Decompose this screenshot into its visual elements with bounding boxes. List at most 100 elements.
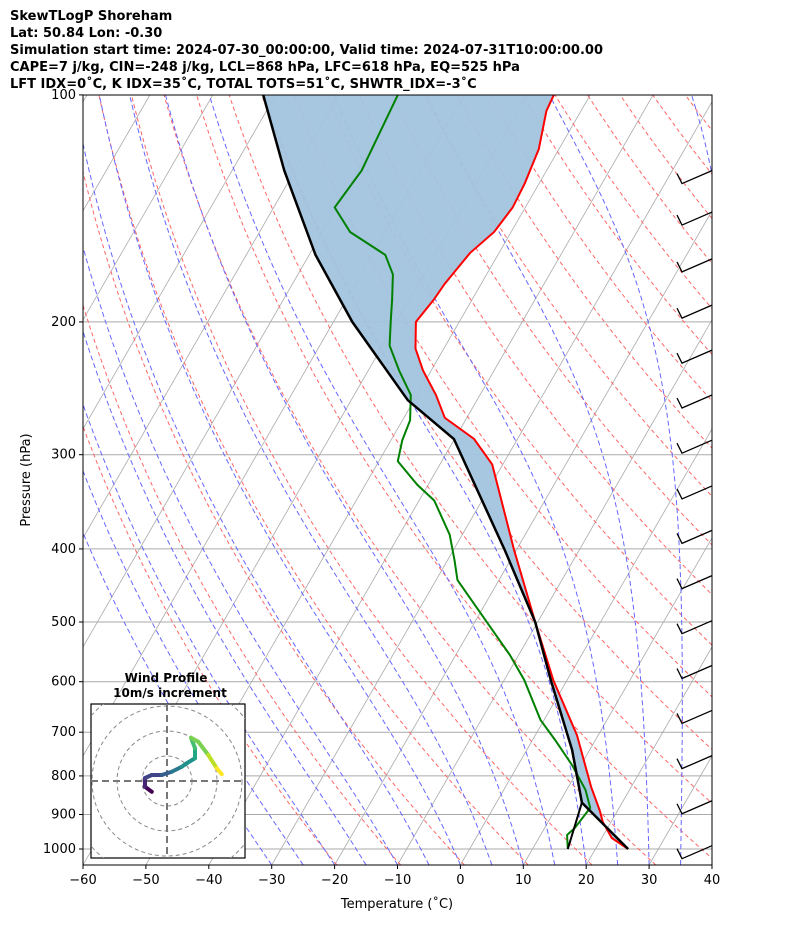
moist-adiabat-line bbox=[165, 95, 524, 865]
x-tick-label: 20 bbox=[578, 873, 595, 888]
wind-barb bbox=[676, 349, 713, 364]
wind-barb bbox=[676, 664, 713, 680]
y-tick-label: 800 bbox=[51, 769, 76, 784]
chart-header: SkewTLogP Shoreham Lat: 50.84 Lon: -0.30… bbox=[10, 8, 603, 93]
y-tick-label: 100 bbox=[51, 88, 76, 103]
cin-cape-shading bbox=[263, 95, 629, 849]
moist-adiabat-line bbox=[83, 469, 304, 865]
location-text: Lat: 50.84 Lon: -0.30 bbox=[10, 26, 163, 41]
isotherm-line bbox=[711, 864, 712, 865]
x-tick-label: −30 bbox=[258, 873, 285, 888]
y-tick-label: 600 bbox=[51, 675, 76, 690]
wind-barb bbox=[676, 529, 713, 545]
wind-barb-staff bbox=[676, 169, 713, 185]
y-tick-label: 200 bbox=[51, 315, 76, 330]
dry-adiabat-line bbox=[684, 95, 712, 132]
x-tick-label: −40 bbox=[195, 873, 222, 888]
isotherm-line bbox=[460, 428, 712, 865]
wind-barb-staff bbox=[676, 258, 713, 273]
y-tick-label: 1000 bbox=[43, 842, 76, 857]
dry-adiabat-line bbox=[521, 95, 712, 356]
hodograph-area bbox=[91, 704, 245, 858]
wind-barb-staff bbox=[676, 800, 713, 815]
moist-adiabat-line bbox=[83, 403, 336, 865]
y-axis-label: Pressure (hPa) bbox=[19, 433, 34, 526]
isotherm-line bbox=[397, 319, 712, 865]
wind-barb bbox=[676, 439, 713, 455]
moist-adiabat-line bbox=[83, 245, 398, 865]
wind-barb bbox=[676, 620, 713, 635]
dry-adiabat-line bbox=[131, 95, 593, 865]
x-tick-label: −10 bbox=[384, 873, 411, 888]
hodograph-title: Wind Profile bbox=[125, 671, 208, 685]
dry-adiabat-line bbox=[489, 95, 712, 402]
wind-barb bbox=[676, 169, 713, 185]
isotherm-line bbox=[585, 646, 712, 865]
dry-adiabat-line bbox=[228, 95, 712, 804]
wind-barb bbox=[676, 575, 713, 590]
y-tick-label: 900 bbox=[51, 807, 76, 822]
wind-barb-staff bbox=[676, 394, 713, 409]
wind-barb-staff bbox=[676, 439, 713, 455]
wind-barb bbox=[676, 258, 713, 273]
wind-barb-staff bbox=[676, 304, 713, 319]
dry-adiabat-line bbox=[196, 95, 712, 860]
isotherm-line bbox=[648, 755, 712, 865]
wind-barb bbox=[676, 800, 713, 815]
indices-text-2: LFT IDX=0˚C, K IDX=35˚C, TOTAL TOTS=51˚C… bbox=[10, 77, 477, 92]
moist-adiabat-line bbox=[98, 95, 461, 865]
wind-barb-staff bbox=[676, 709, 713, 725]
x-tick-label: −20 bbox=[321, 873, 348, 888]
dry-adiabat-line bbox=[83, 303, 402, 865]
wind-barb bbox=[676, 485, 713, 500]
dry-adiabat-line bbox=[326, 95, 712, 646]
isotherm-line bbox=[83, 95, 88, 103]
wind-barb bbox=[676, 709, 713, 725]
hodograph-segment bbox=[214, 766, 224, 777]
hodograph-segment bbox=[206, 753, 219, 771]
wind-barb-staff bbox=[676, 664, 713, 680]
moist-adiabat-line bbox=[83, 141, 430, 865]
parcel-dewpoint-line bbox=[566, 802, 583, 850]
moist-adiabat-line bbox=[691, 95, 712, 865]
hodograph-inset: Wind Profile 10m/s increment bbox=[90, 671, 246, 859]
y-tick-label: 300 bbox=[51, 448, 76, 463]
dry-adiabat-line bbox=[718, 95, 794, 865]
isotherm-line bbox=[522, 537, 712, 865]
dewpoint-line bbox=[333, 95, 592, 850]
isotherm-line bbox=[83, 95, 214, 321]
isotherm-line bbox=[83, 95, 277, 430]
wind-barb-staff bbox=[676, 845, 713, 860]
dry-adiabat-line bbox=[98, 95, 529, 865]
x-tick-label: −50 bbox=[132, 873, 159, 888]
moist-adiabat-line bbox=[548, 95, 683, 865]
wind-barb-staff bbox=[676, 575, 713, 590]
wind-barb bbox=[676, 755, 713, 770]
wind-barb-staff bbox=[676, 620, 713, 635]
wind-barb bbox=[676, 845, 713, 860]
x-axis-label: Temperature (˚C) bbox=[340, 896, 453, 912]
x-tick-label: −60 bbox=[69, 873, 96, 888]
time-text: Simulation start time: 2024-07-30_00:00:… bbox=[10, 43, 603, 58]
dry-adiabat-line bbox=[83, 169, 465, 865]
chart-title: SkewTLogP Shoreham bbox=[10, 9, 173, 24]
moist-adiabat-line bbox=[425, 95, 650, 865]
dry-adiabat-line bbox=[652, 95, 712, 176]
parcel-line bbox=[261, 95, 629, 850]
isotherm-line bbox=[334, 210, 712, 865]
temperature-line bbox=[414, 95, 629, 850]
x-tick-label: 0 bbox=[456, 873, 464, 888]
moist-adiabat-line bbox=[129, 95, 493, 865]
x-tick-label: 40 bbox=[704, 873, 721, 888]
dry-adiabat-line bbox=[261, 95, 712, 751]
isotherm-line bbox=[83, 95, 339, 539]
wind-barb-staff bbox=[676, 529, 713, 545]
wind-barb bbox=[676, 211, 713, 226]
y-tick-label: 400 bbox=[51, 542, 76, 557]
hodograph-segment bbox=[196, 739, 211, 757]
indices-text-1: CAPE=7 j/kg, CIN=-248 j/kg, LCL=868 hPa,… bbox=[10, 60, 520, 75]
wind-barb-staff bbox=[676, 485, 713, 500]
dry-adiabat-line bbox=[587, 95, 712, 265]
